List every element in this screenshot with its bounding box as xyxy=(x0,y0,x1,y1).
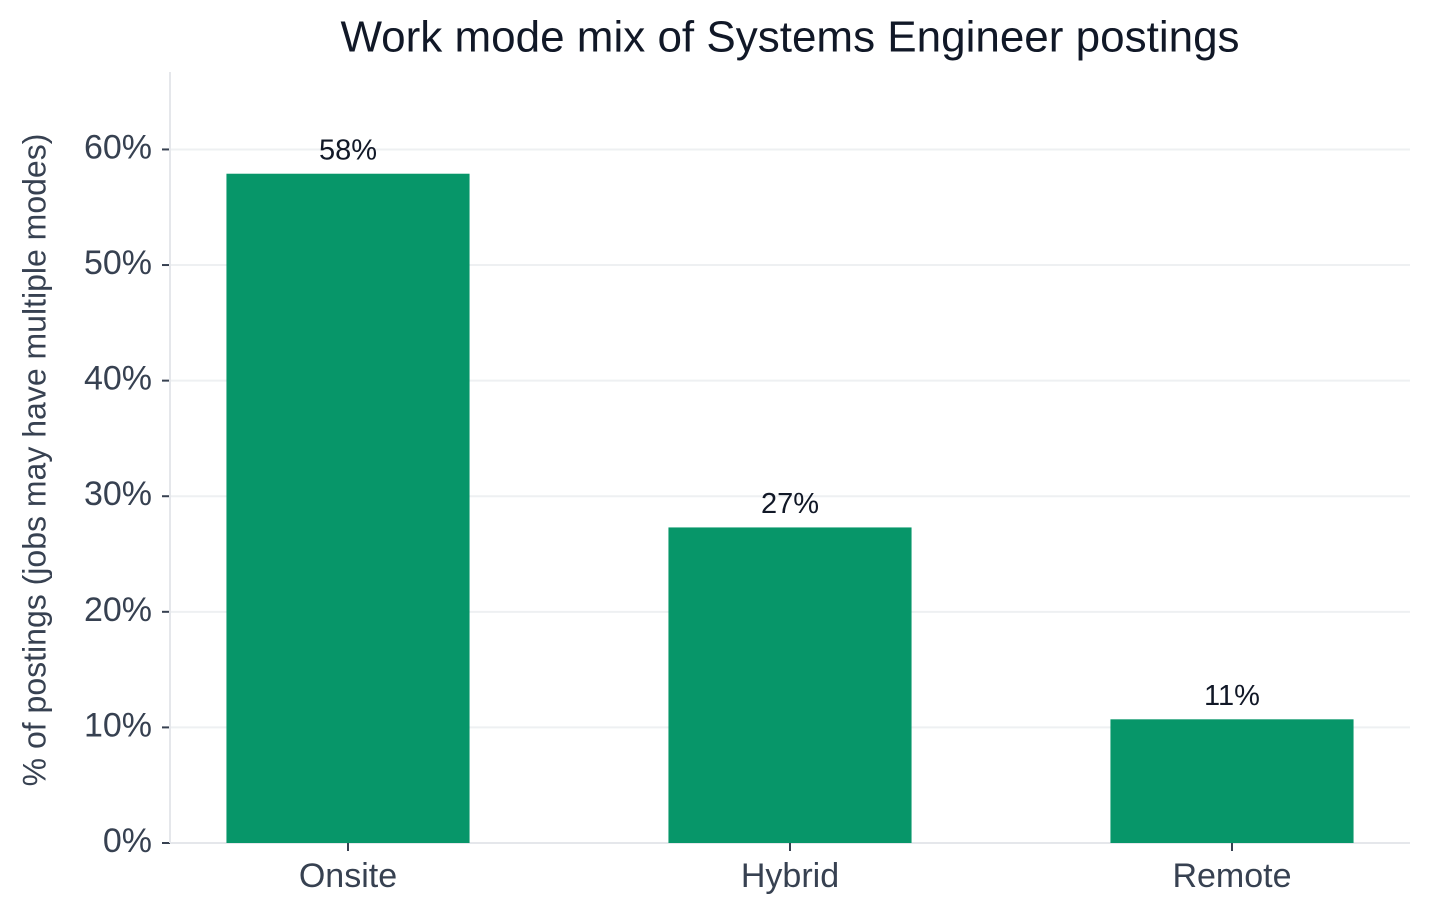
y-axis-label: % of postings (jobs may have multiple mo… xyxy=(16,134,52,787)
y-tick-label: 0% xyxy=(103,822,152,860)
bar xyxy=(1110,719,1354,843)
chart-title: Work mode mix of Systems Engineer postin… xyxy=(340,13,1239,62)
value-label: 11% xyxy=(1204,680,1260,712)
x-tick-label: Onsite xyxy=(299,857,397,895)
bar xyxy=(226,173,470,844)
y-tick-label: 30% xyxy=(84,475,152,513)
y-tick-label: 10% xyxy=(84,706,152,744)
y-tick-label: 20% xyxy=(84,591,152,629)
bar xyxy=(668,527,912,843)
value-label: 27% xyxy=(761,488,819,520)
x-tick-label: Remote xyxy=(1172,857,1291,895)
y-tick-label: 40% xyxy=(84,360,152,398)
value-label: 58% xyxy=(319,134,377,166)
y-tick-label: 60% xyxy=(84,128,152,166)
x-tick-label: Hybrid xyxy=(741,857,839,895)
y-tick-label: 50% xyxy=(84,244,152,282)
